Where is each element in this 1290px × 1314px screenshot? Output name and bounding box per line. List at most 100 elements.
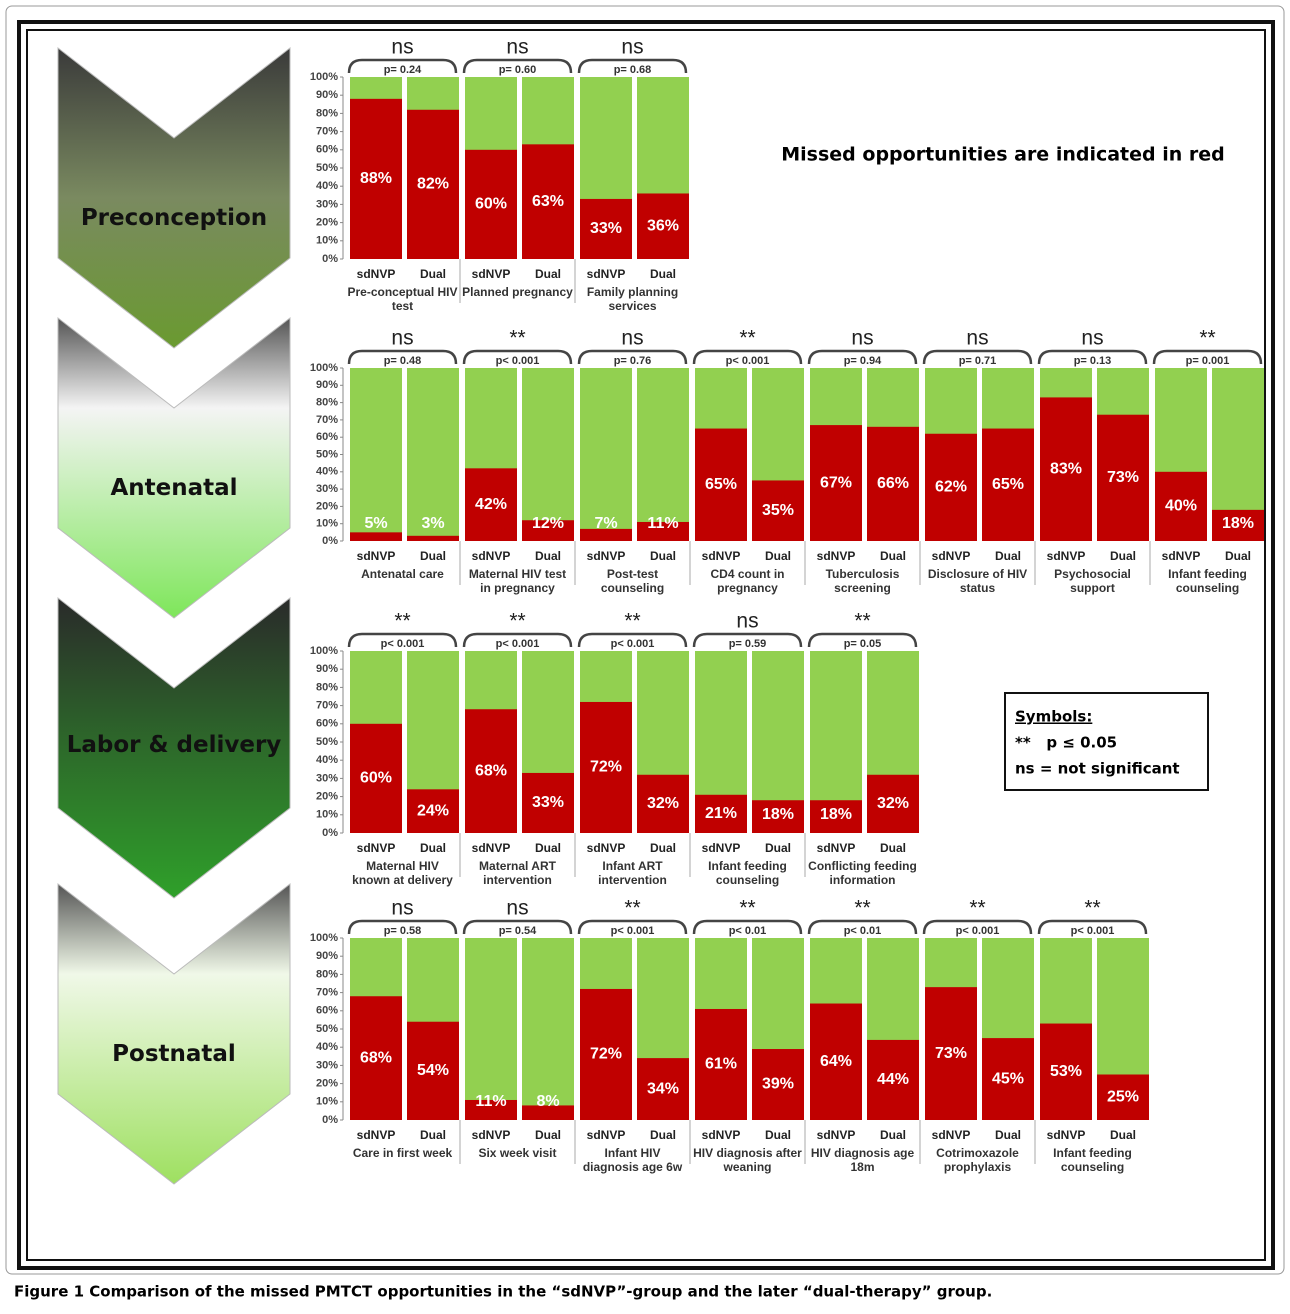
x-tick-label: sdNVP bbox=[472, 549, 511, 563]
bar bbox=[580, 701, 632, 833]
category-label-box: Conflicting feeding information bbox=[808, 859, 917, 887]
stage-label-box: Labor & delivery bbox=[67, 732, 282, 758]
value-label: 63% bbox=[532, 193, 564, 210]
bar bbox=[695, 794, 747, 833]
y-tick-label: 40% bbox=[316, 180, 338, 192]
category-label: Infant ART intervention bbox=[598, 859, 667, 887]
brace bbox=[347, 349, 458, 365]
bar bbox=[522, 520, 574, 541]
value-label: 72% bbox=[590, 759, 622, 776]
bar bbox=[407, 109, 459, 259]
y-tick-label: 20% bbox=[316, 217, 338, 229]
category-label-box: Planned pregnancy bbox=[462, 285, 573, 299]
bar bbox=[1212, 509, 1264, 541]
value-label: 33% bbox=[590, 220, 622, 237]
y-tick-label: 10% bbox=[316, 235, 338, 247]
bar bbox=[465, 709, 517, 833]
value-label: 40% bbox=[1165, 498, 1197, 515]
significance: ns bbox=[621, 327, 643, 350]
brace bbox=[462, 349, 573, 365]
p-value: p= 0.59 bbox=[729, 638, 767, 650]
y-tick-label: 70% bbox=[316, 700, 338, 712]
bar bbox=[465, 1099, 517, 1120]
bar bbox=[867, 426, 919, 541]
y-tick-label: 80% bbox=[316, 681, 338, 693]
value-label: 72% bbox=[590, 1046, 622, 1063]
y-tick-label: 70% bbox=[316, 414, 338, 426]
y-tick-label: 100% bbox=[310, 362, 338, 374]
y-tick-label: 0% bbox=[322, 253, 338, 265]
brace bbox=[807, 349, 918, 365]
y-tick-label: 20% bbox=[316, 1078, 338, 1090]
legend-item: ** p ≤ 0.05 bbox=[1015, 734, 1117, 752]
bar bbox=[637, 521, 689, 541]
value-label: 83% bbox=[1050, 460, 1082, 477]
brace bbox=[577, 58, 688, 74]
value-label: 65% bbox=[705, 476, 737, 493]
bar bbox=[1155, 471, 1207, 541]
outer-frame bbox=[5, 5, 1285, 1275]
x-tick-label: sdNVP bbox=[1047, 1128, 1086, 1142]
category-label: Family planning services bbox=[586, 285, 679, 313]
y-tick-label: 80% bbox=[316, 968, 338, 980]
y-tick-label: 80% bbox=[316, 397, 338, 409]
x-tick-label: Dual bbox=[995, 549, 1021, 563]
category-label: Pre-conceptual HIV test bbox=[347, 285, 458, 313]
brace bbox=[347, 632, 458, 648]
frame bbox=[17, 20, 1275, 1270]
y-tick-label: 30% bbox=[316, 483, 338, 495]
value-label: 68% bbox=[475, 762, 507, 779]
p-value: p< 0.01 bbox=[844, 925, 882, 937]
category-label: Cotrimoxazole prophylaxis bbox=[936, 1146, 1019, 1174]
frame-inner bbox=[26, 29, 1266, 1261]
category-label-box: Antenatal care bbox=[361, 567, 444, 581]
bar bbox=[580, 528, 632, 541]
y-tick-label: 60% bbox=[316, 144, 338, 156]
category-label: Post-test counseling bbox=[600, 567, 665, 595]
category-label-box: Disclosure of HIV status bbox=[927, 567, 1028, 595]
value-label: 3% bbox=[421, 515, 444, 532]
p-value: p= 0.24 bbox=[384, 64, 422, 76]
category-label: Care in first week bbox=[352, 1146, 453, 1160]
category-label-box: Care in first week bbox=[352, 1146, 453, 1160]
stage-label: Antenatal bbox=[110, 475, 238, 501]
stage-arrow bbox=[57, 596, 291, 899]
value-label: 36% bbox=[647, 217, 679, 234]
significance: ** bbox=[509, 610, 525, 633]
value-label: 65% bbox=[992, 476, 1024, 493]
y-tick-label: 50% bbox=[316, 162, 338, 174]
category-label-box: Infant feeding counseling bbox=[1168, 567, 1247, 595]
y-tick-label: 100% bbox=[310, 71, 338, 83]
y-tick-label: 100% bbox=[310, 932, 338, 944]
value-label: 42% bbox=[475, 496, 507, 513]
y-tick-label: 20% bbox=[316, 791, 338, 803]
bar bbox=[982, 1038, 1034, 1120]
brace bbox=[577, 349, 688, 365]
legend-box bbox=[1004, 692, 1209, 791]
x-tick-label: sdNVP bbox=[702, 1128, 741, 1142]
x-tick-label: Dual bbox=[535, 549, 561, 563]
x-tick-label: Dual bbox=[650, 267, 676, 281]
stage-arrow bbox=[57, 316, 291, 619]
legend-title: Symbols: bbox=[1015, 708, 1092, 726]
brace bbox=[577, 919, 688, 935]
note: Missed opportunities are indicated in re… bbox=[781, 144, 1225, 166]
category-label-box: HIV diagnosis after weaning bbox=[693, 1146, 802, 1174]
bar bbox=[1097, 1074, 1149, 1120]
significance: ** bbox=[1199, 327, 1215, 350]
stage-arrow bbox=[57, 882, 291, 1185]
category-label: Disclosure of HIV status bbox=[927, 567, 1028, 595]
category-label: Infant feeding counseling bbox=[708, 859, 787, 887]
category-label-box: Post-test counseling bbox=[600, 567, 665, 595]
y-tick-label: 0% bbox=[322, 1114, 338, 1126]
p-value: p= 0.05 bbox=[844, 638, 882, 650]
stage-label-box: Postnatal bbox=[112, 1041, 236, 1067]
significance: ns bbox=[391, 327, 413, 350]
x-tick-label: sdNVP bbox=[1047, 549, 1086, 563]
bar bbox=[407, 1021, 459, 1120]
bar bbox=[350, 996, 402, 1120]
bar bbox=[350, 532, 402, 541]
y-tick-label: 30% bbox=[316, 198, 338, 210]
x-tick-label: sdNVP bbox=[357, 267, 396, 281]
bar bbox=[1040, 397, 1092, 541]
